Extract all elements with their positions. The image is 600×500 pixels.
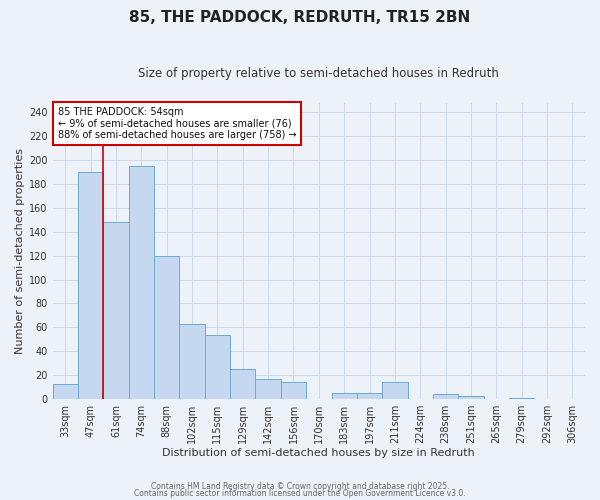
Bar	[509, 398, 535, 399]
Text: 85, THE PADDOCK, REDRUTH, TR15 2BN: 85, THE PADDOCK, REDRUTH, TR15 2BN	[130, 10, 470, 25]
Bar	[78, 172, 103, 399]
Bar	[103, 222, 129, 399]
Bar	[230, 369, 256, 399]
Bar	[281, 382, 306, 399]
Bar	[179, 324, 205, 399]
Bar	[154, 256, 179, 399]
Bar	[53, 384, 78, 399]
Text: Contains public sector information licensed under the Open Government Licence v3: Contains public sector information licen…	[134, 489, 466, 498]
Bar	[205, 334, 230, 399]
Bar	[382, 382, 407, 399]
Bar	[256, 379, 281, 399]
X-axis label: Distribution of semi-detached houses by size in Redruth: Distribution of semi-detached houses by …	[163, 448, 475, 458]
Bar	[129, 166, 154, 399]
Bar	[458, 396, 484, 399]
Text: 85 THE PADDOCK: 54sqm
← 9% of semi-detached houses are smaller (76)
88% of semi-: 85 THE PADDOCK: 54sqm ← 9% of semi-detac…	[58, 107, 296, 140]
Bar	[357, 393, 382, 399]
Title: Size of property relative to semi-detached houses in Redruth: Size of property relative to semi-detach…	[139, 68, 499, 80]
Bar	[332, 393, 357, 399]
Y-axis label: Number of semi-detached properties: Number of semi-detached properties	[15, 148, 25, 354]
Bar	[433, 394, 458, 399]
Text: Contains HM Land Registry data © Crown copyright and database right 2025.: Contains HM Land Registry data © Crown c…	[151, 482, 449, 491]
